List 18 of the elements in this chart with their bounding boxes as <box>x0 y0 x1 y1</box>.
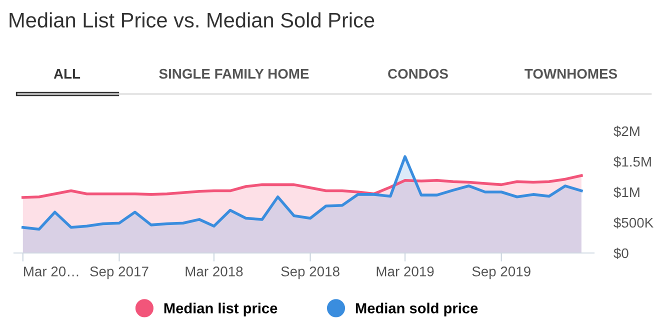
y-tick-label: $0 <box>614 248 628 259</box>
x-tick-label: Mar 20… <box>24 266 78 276</box>
y-tick-label: $2M <box>614 126 640 137</box>
x-tick-label: Sep 2018 <box>281 266 340 280</box>
y-tick-label: $1.5M <box>614 156 651 168</box>
x-tick-label: Sep 2019 <box>472 266 530 280</box>
text: TOWNHOMES <box>524 68 618 79</box>
chart-title: Median List Price vs. Median Sold Price <box>10 12 374 28</box>
x-tick-label: Mar 2018 <box>186 266 243 276</box>
text: SINGLE FAMILY HOME <box>159 68 309 79</box>
x-tick-label: Sep 2017 <box>90 266 148 280</box>
legend-label: Median sold price <box>356 302 478 316</box>
y-tick-label: $1M <box>614 186 640 198</box>
legend-label: Median list price <box>164 302 278 316</box>
y-tick-label: $500K <box>614 217 654 228</box>
text: ALL <box>54 69 80 79</box>
x-tick-label: Mar 2019 <box>376 266 434 276</box>
text: CONDOS <box>388 68 448 79</box>
